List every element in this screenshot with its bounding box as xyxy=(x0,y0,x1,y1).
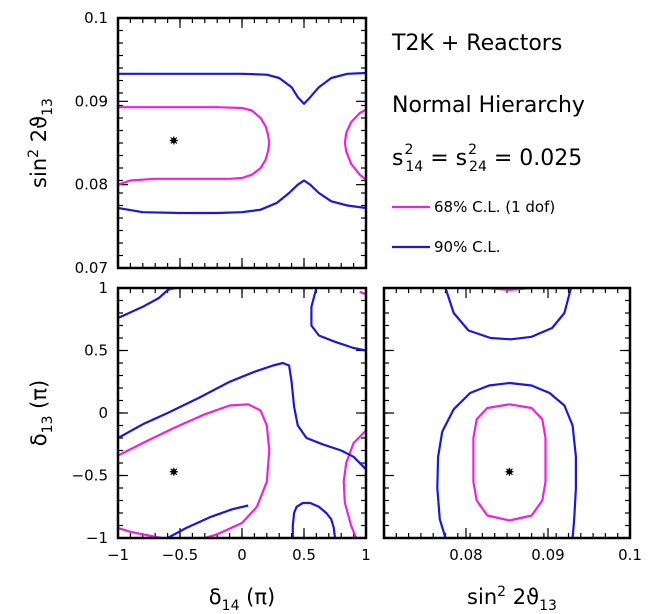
frame-top-left xyxy=(116,16,368,270)
ylabel-bottom: δ13 (π) xyxy=(27,380,56,446)
contour-90-bottom-left-4 xyxy=(291,501,337,538)
y-tick-label-top-left: 0.08 xyxy=(75,176,108,194)
x-tick-label-bottom-left: 0.5 xyxy=(292,546,316,564)
annotation-hierarchy: Normal Hierarchy xyxy=(392,93,585,118)
xlabel-bottom-right: sin2 2ϑ13 xyxy=(467,584,557,614)
x-tick-label-bottom-left: −1 xyxy=(107,546,129,564)
ylabel-top: sin2 2ϑ13 xyxy=(26,98,56,188)
best-fit-point-bottom-left xyxy=(169,467,178,476)
contour-90-bottom-left-1 xyxy=(118,288,171,320)
x-tick-label-bottom-left: 1 xyxy=(361,546,371,564)
y-tick-label-top-left: 0.07 xyxy=(75,259,108,277)
legend-label-68: 68% C.L. (1 dof) xyxy=(434,198,555,216)
contour-90-bottom-left-0 xyxy=(118,361,366,471)
contour-68-bottom-left-2 xyxy=(342,429,366,538)
contour-90-bottom-left-2 xyxy=(310,288,366,352)
x-tick-label-bottom-left: 0 xyxy=(237,546,247,564)
contour-68-top-left-0 xyxy=(118,106,271,186)
contour-68-bottom-left-0 xyxy=(118,403,271,538)
ticks-bottom-right xyxy=(383,287,631,539)
panel-bottom-left xyxy=(117,287,367,539)
annotation-experiment: T2K + Reactors xyxy=(391,31,562,56)
frame-bottom-right xyxy=(382,286,632,540)
contour-68-bottom-left-1 xyxy=(118,526,162,538)
y-tick-label-bottom-left: −0.5 xyxy=(72,467,108,485)
x-tick-label-bottom-right: 0.08 xyxy=(449,546,482,564)
xlabel-bottom-left: δ14 (π) xyxy=(209,585,275,614)
x-tick-label-bottom-right: 0.09 xyxy=(531,546,564,564)
best-fit-point-top-left xyxy=(169,136,178,145)
x-tick-label-bottom-right: 0.1 xyxy=(618,546,642,564)
y-tick-label-bottom-left: 0.5 xyxy=(84,342,108,360)
ticks-top-left xyxy=(117,17,367,269)
contour-90-top-left-1 xyxy=(118,179,366,215)
panel-bottom-right xyxy=(383,287,631,539)
x-tick-label-bottom-left: −0.5 xyxy=(162,546,198,564)
y-tick-label-bottom-left: −1 xyxy=(86,529,108,547)
contour-68-top-left-1 xyxy=(343,108,366,181)
tick-labels: 0.07 0.08 0.09 0.1 −1 −0.5 0 0.5 1 −1 −0.5 0 0.5 1 0.0… xyxy=(72,9,642,564)
contour-90-bottom-right-0 xyxy=(436,381,577,538)
annotation-mixing: s2 14 = s2 24 = 0.025 xyxy=(392,142,582,175)
frame-bottom-left xyxy=(116,286,368,540)
contour-90-bottom-right-1 xyxy=(444,288,573,341)
y-tick-label-top-left: 0.09 xyxy=(75,92,108,110)
panel-top-left xyxy=(117,17,367,269)
contour-90-bottom-left-3 xyxy=(167,504,249,538)
ticks-bottom-left xyxy=(117,287,367,539)
y-tick-label-top-left: 0.1 xyxy=(84,9,108,27)
contour-90-top-left-0 xyxy=(118,71,366,105)
best-fit-point-bottom-right xyxy=(505,467,514,476)
legend: 68% C.L. (1 dof) 90% C.L. xyxy=(392,198,555,256)
legend-label-90: 90% C.L. xyxy=(434,238,500,256)
y-tick-label-bottom-left: 0 xyxy=(98,404,108,422)
contour-68-bottom-right-0 xyxy=(472,403,547,522)
y-tick-label-bottom-left: 1 xyxy=(98,279,108,297)
